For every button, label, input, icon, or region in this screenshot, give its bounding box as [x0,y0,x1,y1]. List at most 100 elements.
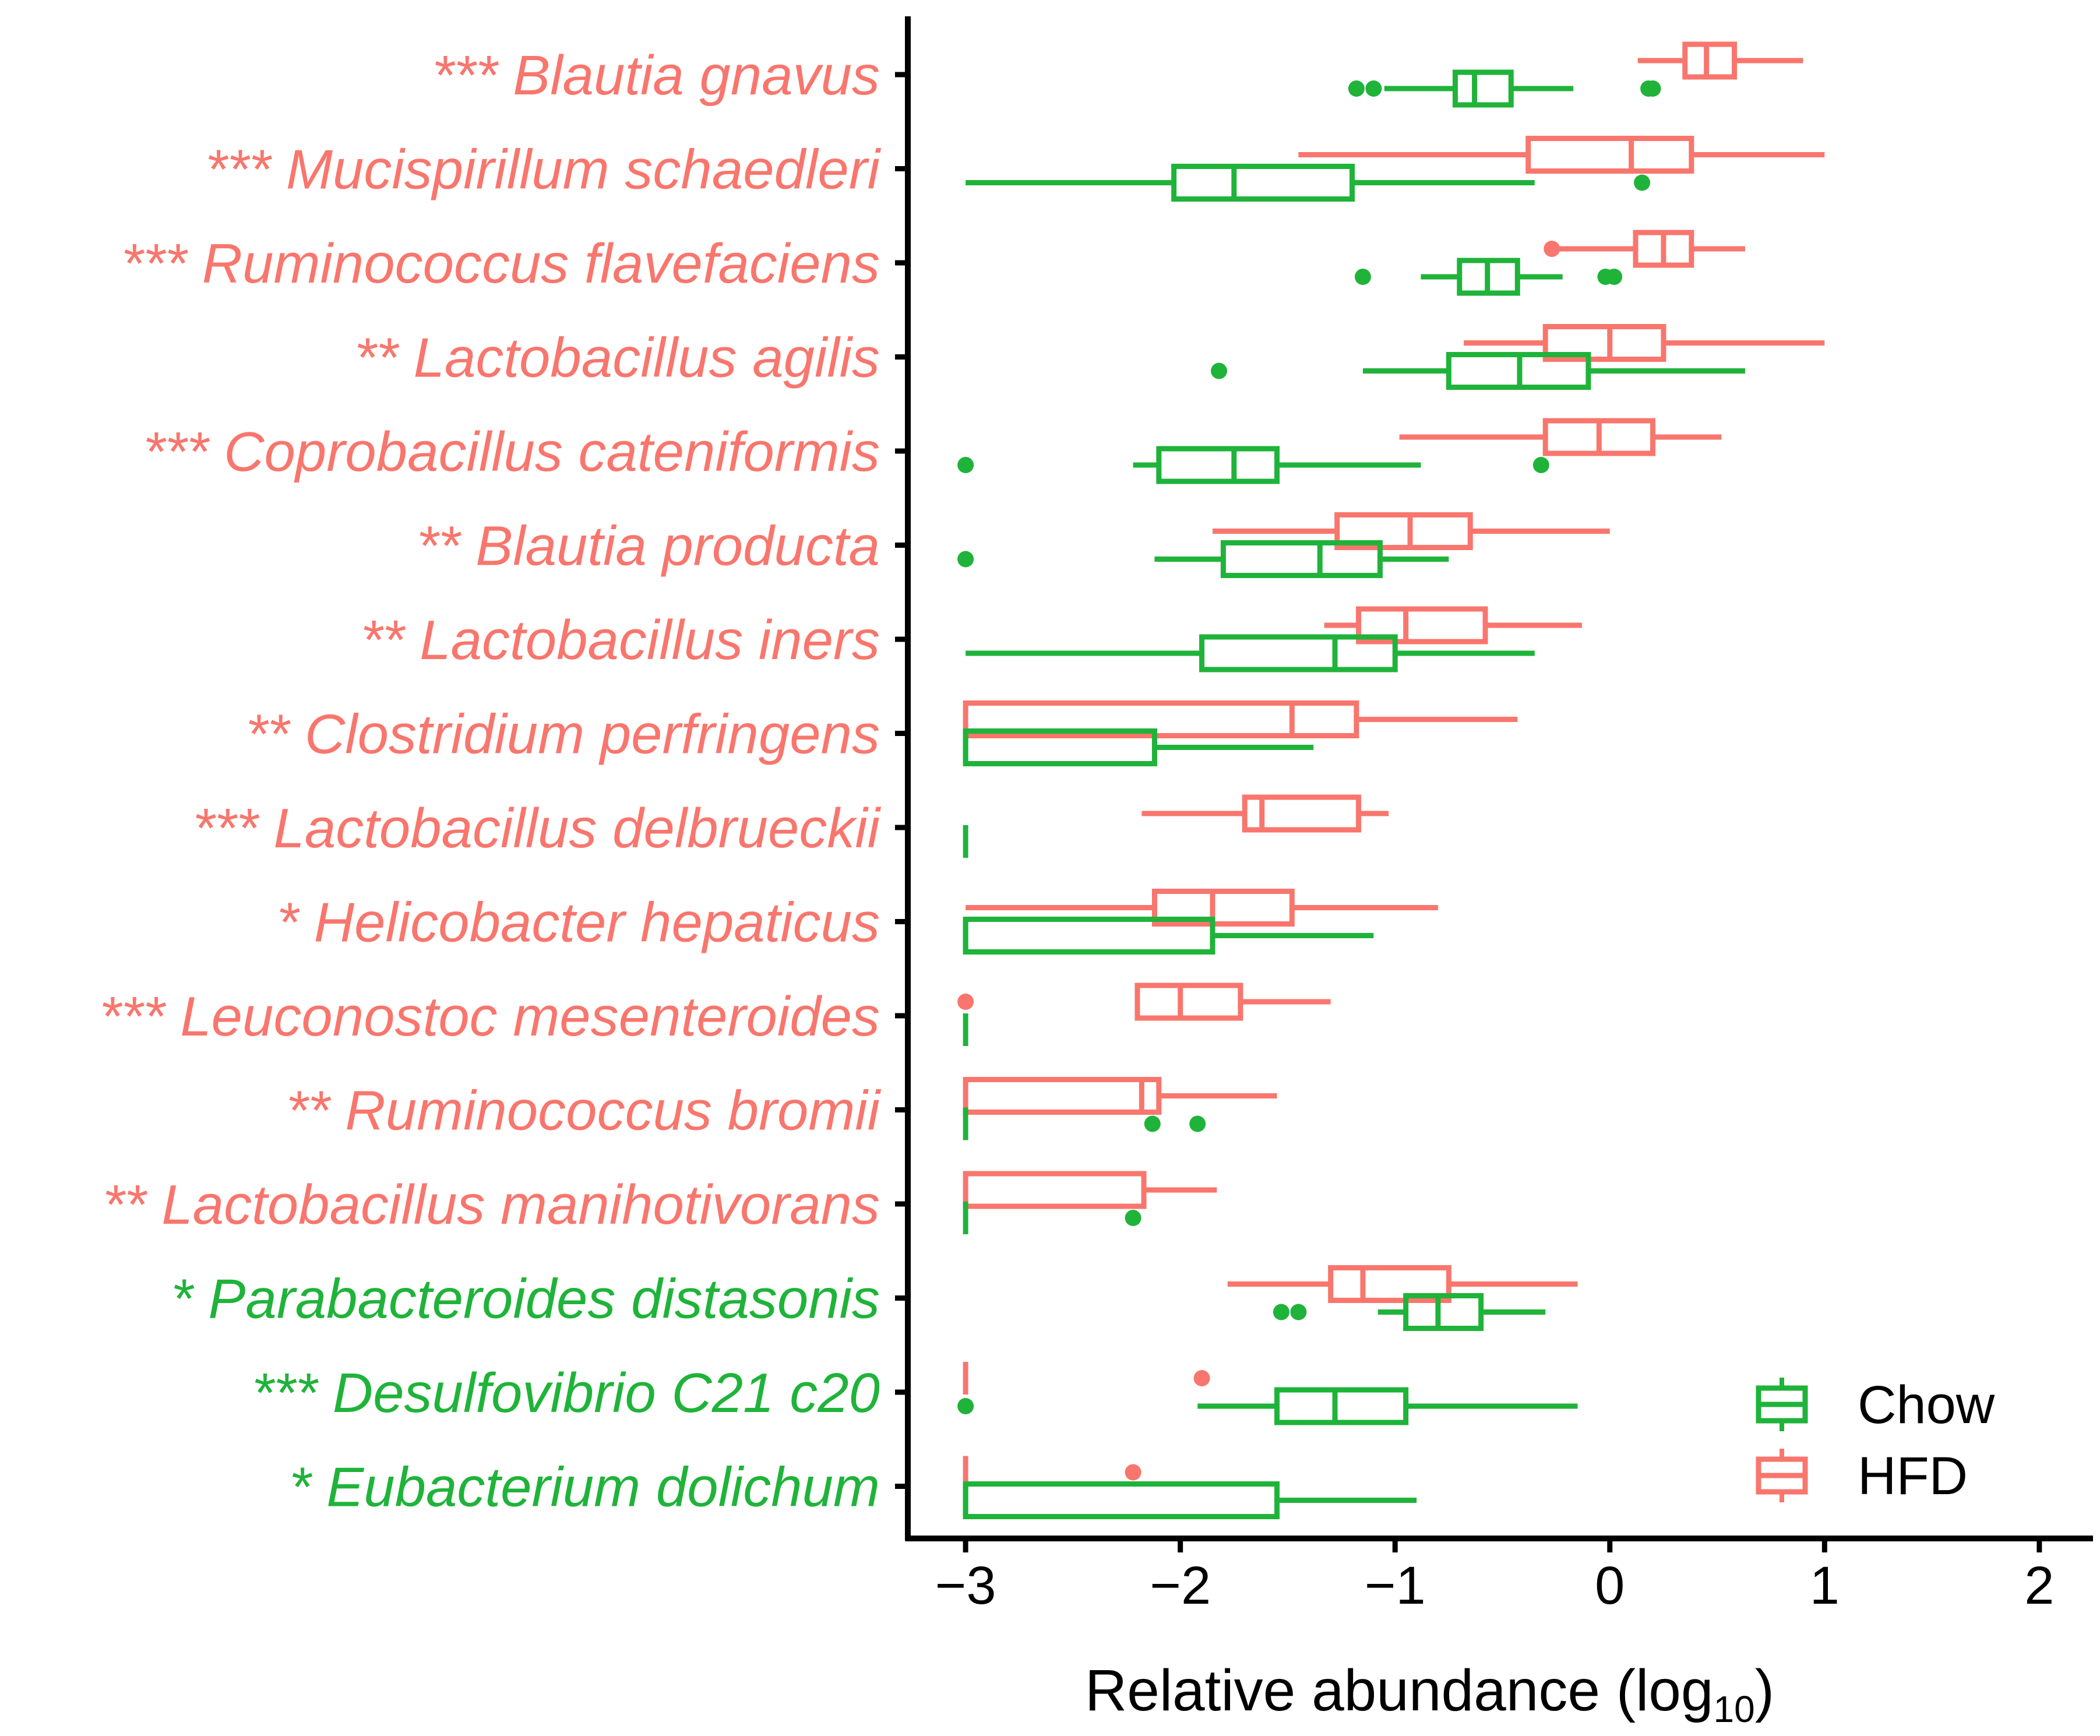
box-chow-0-outlier-3 [1644,80,1661,97]
box-hfd-0 [1637,41,1803,80]
box-chow-5-outlier-0 [957,551,974,568]
box-chow-11 [963,1107,1206,1140]
box-chow-3 [1211,352,1745,390]
x-tick-label-2: −1 [1365,1556,1426,1615]
box-chow-13-outlier-0 [1273,1304,1289,1321]
x-axis-title-main: Relative abundance (log [1085,1658,1714,1723]
box-hfd-9-box [1151,889,1295,927]
box-chow-1-outlier-0 [1634,174,1651,191]
box-chow-11-outlier-0 [1144,1115,1161,1132]
y-tick-label-5: ** Blautia producta [417,515,880,578]
box-chow-4 [957,446,1549,484]
box-chow-1 [966,164,1651,202]
box-chow-4-box [1156,446,1280,484]
box-hfd-1 [1298,136,1825,174]
legend-label-hfd: HFD [1858,1446,1968,1506]
box-chow-13 [1273,1293,1546,1331]
box-chow-15-box [963,1481,1280,1519]
box-hfd-7-box [963,700,1359,738]
box-chow-6 [966,634,1535,672]
box-hfd-14 [963,1362,1210,1395]
box-chow-0-outlier-1 [1365,80,1382,97]
box-chow-14-outlier-0 [957,1398,974,1414]
box-hfd-1-box [1525,136,1694,174]
box-hfd-12-box [963,1171,1147,1209]
box-hfd-10 [957,983,1331,1021]
box-hfd-5 [1212,512,1610,550]
x-tick-label-1: −2 [1150,1556,1211,1615]
x-tick-labels: −3 −2 −1 0 1 2 [935,1556,2055,1615]
x-axis-title-subscript: 10 [1714,1688,1755,1730]
x-tick-label-3: 0 [1595,1556,1625,1615]
box-hfd-2 [1544,230,1745,268]
y-tick-label-12: ** Lactobacillus manihotivorans [103,1174,880,1236]
axes-layer [895,16,2093,1552]
box-chow-13-box [1403,1293,1484,1331]
box-hfd-3-box [1542,324,1666,362]
box-hfd-8 [1141,794,1389,833]
y-tick-label-4: *** Coprobacillus cateniformis [143,421,880,483]
box-hfd-15-outlier-0 [1125,1464,1141,1481]
x-axis-title: Relative abundance (log10) [1085,1658,1774,1730]
box-hfd-13 [1227,1265,1578,1303]
box-chow-14-box [1274,1387,1409,1425]
box-chow-14 [957,1387,1578,1425]
box-hfd-6 [1324,606,1582,645]
legend-key-chow [1756,1378,1808,1431]
box-chow-15 [963,1481,1417,1519]
box-chow-6-box [1199,634,1398,672]
box-chow-0-box [1452,69,1514,108]
box-chow-7 [963,728,1314,766]
box-chow-9 [963,917,1374,955]
box-chow-2-outlier-0 [1354,269,1371,285]
y-tick-label-0: *** Blautia gnavus [432,44,880,107]
box-hfd-11-box [963,1077,1162,1115]
box-hfd-9 [966,889,1438,927]
x-axis-title-close: ) [1755,1658,1774,1723]
box-hfd-14-outlier-0 [1193,1370,1210,1386]
box-hfd-12 [963,1171,1217,1209]
legend-label-chow: Chow [1858,1375,1995,1435]
box-hfd-6-box [1356,606,1488,645]
box-chow-0-outlier-0 [1348,80,1365,97]
box-chow-12-outlier-0 [1125,1210,1141,1226]
box-hfd-4 [1399,418,1722,456]
box-hfd-0-box [1682,41,1738,80]
box-chow-5 [957,540,1449,578]
box-chow-2-outlier-2 [1606,269,1623,285]
box-chow-0 [1348,69,1661,108]
box-hfd-11 [963,1077,1277,1115]
box-chow-3-outlier-0 [1211,362,1228,379]
box-chow-5-box [1220,540,1383,578]
box-chow-4-outlier-1 [1532,457,1549,473]
y-tick-label-7: ** Clostridium perfringens [246,703,880,766]
y-tick-label-15: * Eubacterium dolichum [289,1456,880,1519]
boxes-layer [957,41,1825,1519]
y-tick-label-6: ** Lactobacillus iners [361,609,880,671]
box-chow-4-outlier-0 [957,457,974,473]
box-chow-11-outlier-1 [1189,1115,1206,1132]
box-hfd-5-box [1334,512,1473,550]
y-tick-label-14: *** Desulfovibrio C21 c20 [252,1362,880,1424]
box-hfd-10-outlier-0 [957,994,974,1010]
y-tick-label-9: * Helicobacter hepaticus [277,892,880,954]
box-chow-2 [1354,258,1623,296]
y-tick-label-8: *** Lactobacillus delbrueckii [193,797,882,860]
box-chow-1-box [1171,164,1355,202]
y-tick-labels: *** Blautia gnavus *** Mucispirillum scha… [100,44,882,1519]
box-chow-12 [963,1202,1141,1234]
x-tick-label-4: 1 [1810,1556,1840,1615]
box-hfd-7 [963,700,1518,738]
box-hfd-10-box [1134,983,1243,1021]
y-tick-label-11: ** Ruminococcus bromii [286,1080,882,1142]
box-hfd-13-box [1328,1265,1451,1303]
box-hfd-3 [1464,324,1825,362]
box-chow-13-outlier-1 [1290,1304,1307,1321]
legend-key-hfd [1756,1449,1808,1502]
y-tick-label-2: *** Ruminococcus flavefaciens [121,233,880,295]
legend: Chow HFD [1756,1375,1995,1506]
box-hfd-2-outlier-0 [1544,241,1560,257]
y-tick-label-1: *** Mucispirillum schaedleri [205,139,881,201]
box-hfd-8-box [1242,794,1362,833]
